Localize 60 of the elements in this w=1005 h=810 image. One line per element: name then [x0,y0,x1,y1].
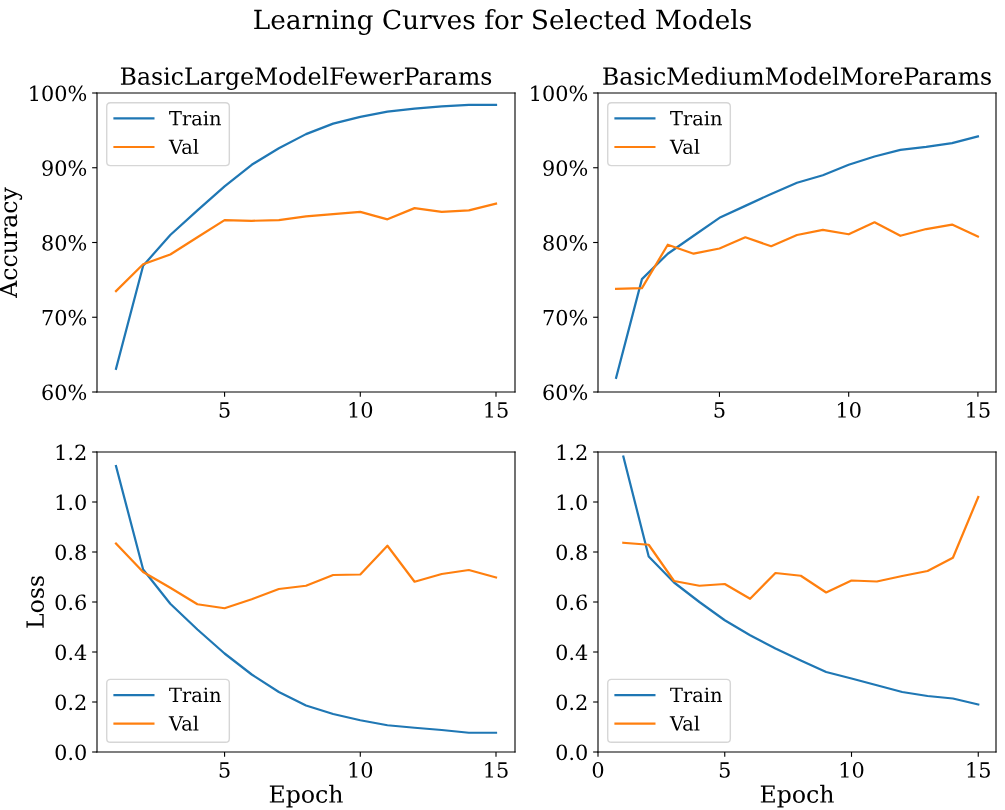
y-tick-label: 90% [42,160,87,176]
y-tick-label: 100% [30,85,87,102]
line-series [114,202,498,293]
y-tick-label: 0.0 [556,744,587,761]
y-tick-label: 0.8 [55,544,86,561]
y-tick-label: 80% [543,234,588,251]
legend-label: Val [168,139,199,155]
line-series [614,135,980,379]
x-tick-label: 10 [349,762,373,778]
text: Learning Curves for Selected Models [254,9,751,35]
x-tick-label: 15 [967,762,990,778]
y-tick-label: 0.2 [556,694,587,711]
line-series [114,542,498,610]
line-series [614,221,980,290]
legend-label: Val [669,139,700,155]
x-tick-label: 10 [349,402,373,418]
x-tick-label: 15 [967,402,990,418]
y-axis-title: Accuracy [0,187,23,298]
x-tick-label: 5 [714,402,725,418]
line-series [114,464,498,734]
x-tick-label: 15 [485,762,508,778]
y-tick-label: 0.6 [55,594,86,611]
legend-label: Val [669,715,700,731]
y-tick-label: 1.0 [56,494,86,511]
line-series [622,455,980,706]
legend-label: Train [670,110,722,126]
y-tick-label: 0.0 [55,744,86,761]
legend-label: Train [169,110,221,126]
y-tick-label: 70% [42,309,87,326]
y-tick-label: 0.6 [556,594,587,611]
y-tick-label: 90% [543,160,588,176]
x-tick-label: 15 [485,402,508,418]
y-axis-title: Loss [26,576,45,628]
y-tick-label: 100% [531,85,588,102]
y-tick-label: 0.2 [55,694,86,711]
x-tick-label: 5 [219,402,230,418]
y-tick-label: 1.2 [56,444,86,461]
y-tick-label: 1.0 [557,494,587,511]
x-axis-title: Epoch [269,784,343,808]
x-tick-label: 5 [219,762,230,778]
x-tick-label: 5 [719,762,730,778]
legend-label: Train [670,687,722,703]
y-tick-label: 70% [543,309,588,326]
chart-title: BasicLargeModelFewerParams [120,66,492,90]
y-tick-label: 80% [42,234,87,251]
x-axis-title: Epoch [760,784,834,808]
y-tick-label: 0.4 [556,644,588,661]
y-tick-label: 60% [543,384,588,401]
legend-label: Train [169,687,221,703]
x-tick-label: 10 [837,402,861,418]
legend-label: Val [168,715,199,731]
line-series [622,495,980,600]
chart-title: BasicMediumModelMoreParams [603,66,991,85]
y-tick-label: 0.8 [556,544,587,561]
line-series [114,103,498,370]
y-tick-label: 0.4 [55,644,87,661]
y-tick-label: 1.2 [557,444,587,461]
y-tick-label: 60% [42,384,87,401]
x-tick-label: 10 [840,762,864,778]
x-tick-label: 0 [592,762,604,778]
